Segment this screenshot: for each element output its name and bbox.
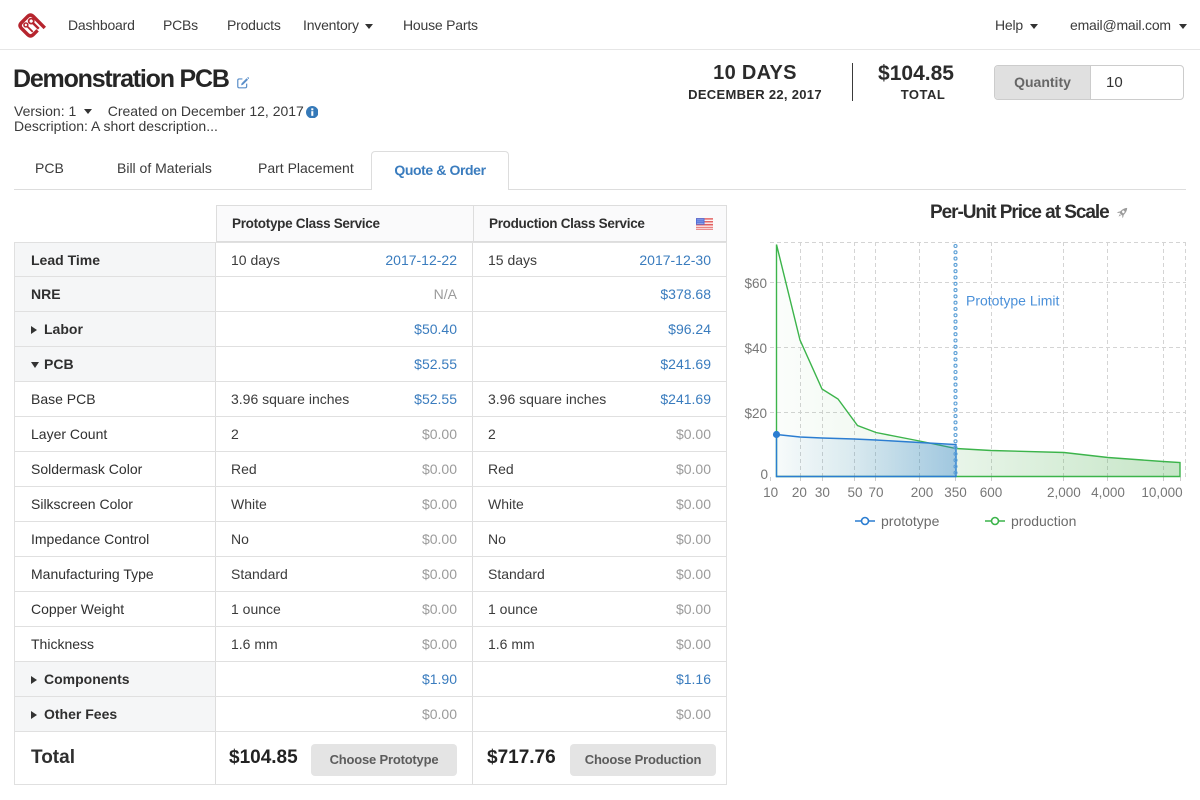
svg-text:2,000: 2,000 (1047, 485, 1081, 500)
svg-text:$40: $40 (744, 341, 767, 356)
svg-text:0: 0 (760, 467, 768, 482)
svg-text:200: 200 (911, 485, 934, 500)
svg-text:production: production (1011, 513, 1076, 529)
svg-text:350: 350 (944, 485, 967, 500)
svg-text:10,000: 10,000 (1141, 485, 1182, 500)
svg-text:10: 10 (763, 485, 778, 500)
svg-text:20: 20 (792, 485, 807, 500)
svg-text:600: 600 (980, 485, 1003, 500)
svg-text:30: 30 (815, 485, 830, 500)
svg-text:50: 50 (847, 485, 862, 500)
svg-text:prototype: prototype (881, 513, 940, 529)
svg-text:4,000: 4,000 (1091, 485, 1125, 500)
svg-text:Prototype Limit: Prototype Limit (966, 293, 1059, 309)
svg-text:$20: $20 (744, 406, 767, 421)
svg-text:$60: $60 (744, 276, 767, 291)
svg-text:70: 70 (868, 485, 883, 500)
